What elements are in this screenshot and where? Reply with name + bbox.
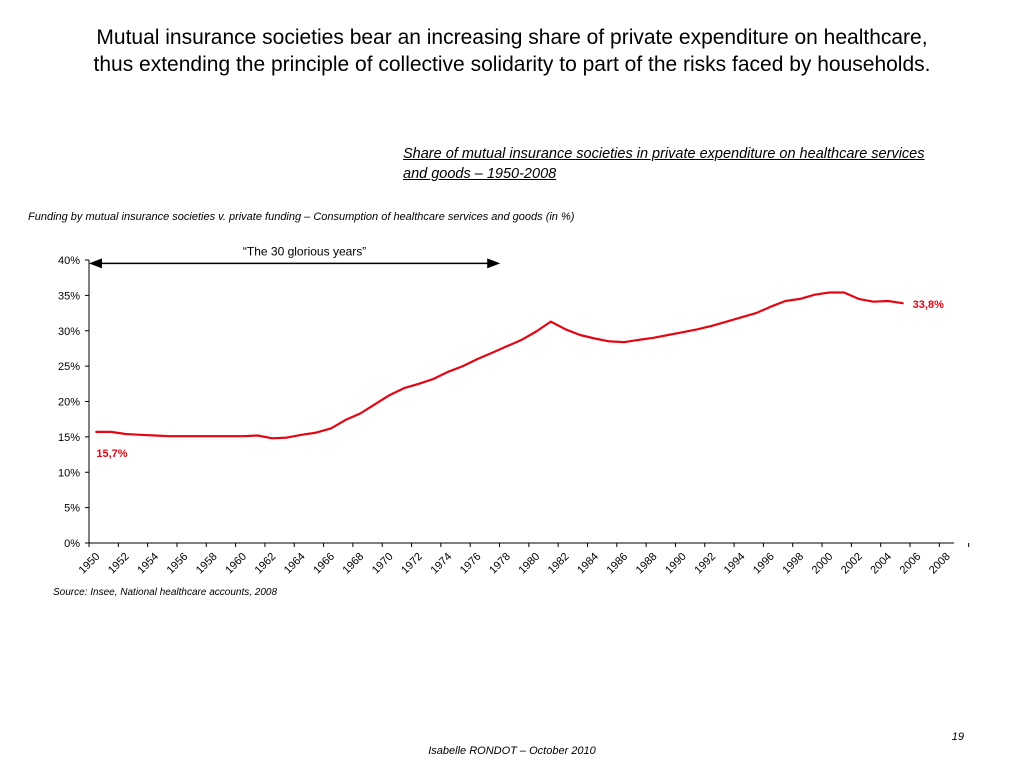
x-tick-label-1998: 1998	[780, 551, 806, 577]
x-tick-label-1952: 1952	[106, 551, 132, 577]
source-note: Source: Insee, National healthcare accou…	[53, 587, 278, 598]
slide-title-line-2: thus extending the principle of collecti…	[93, 53, 931, 76]
x-tick-label-1976: 1976	[458, 551, 484, 577]
x-tick-label-2000: 2000	[810, 551, 836, 577]
y-tick-label-35: 35%	[58, 290, 80, 302]
page-number: 19	[951, 731, 964, 743]
y-tick-label-5: 5%	[64, 503, 80, 515]
x-tick-label-1992: 1992	[692, 551, 718, 577]
x-tick-label-1968: 1968	[341, 551, 367, 577]
x-tick-label-1996: 1996	[751, 551, 777, 577]
slide-title: Mutual insurance societies bear an incre…	[20, 24, 1004, 78]
x-tick-label-1958: 1958	[194, 551, 220, 577]
annotation-label: “The 30 glorious years”	[243, 244, 366, 258]
y-tick-label-25: 25%	[58, 361, 80, 373]
y-tick-label-0: 0%	[64, 538, 80, 550]
x-tick-label-2002: 2002	[839, 551, 865, 577]
chart-subtitle-line-2: and goods – 1950-2008	[403, 166, 557, 182]
x-tick-label-1980: 1980	[516, 551, 542, 577]
series-line-0	[95, 291, 904, 440]
data-label-start: 15,7%	[96, 448, 127, 460]
x-tick-label-1978: 1978	[487, 551, 513, 577]
x-tick-label-2004: 2004	[868, 551, 894, 577]
x-tick-label-1974: 1974	[429, 551, 455, 577]
x-tick-label-1994: 1994	[722, 551, 748, 577]
y-tick-label-40: 40%	[58, 255, 80, 267]
footer-author: Isabelle RONDOT – October 2010	[428, 745, 596, 757]
x-tick-label-1964: 1964	[282, 551, 308, 577]
x-tick-label-1966: 1966	[311, 551, 337, 577]
slide-title-line-1: Mutual insurance societies bear an incre…	[96, 26, 928, 49]
x-tick-label-1972: 1972	[399, 551, 425, 577]
x-tick-label-1990: 1990	[663, 551, 689, 577]
x-tick-label-1986: 1986	[604, 551, 630, 577]
x-tick-label-2006: 2006	[898, 551, 924, 577]
y-tick-label-30: 30%	[58, 326, 80, 338]
x-tick-label-1984: 1984	[575, 551, 601, 577]
x-tick-label-1956: 1956	[165, 551, 191, 577]
x-tick-label-1970: 1970	[370, 551, 396, 577]
data-label-end: 33,8%	[913, 299, 944, 311]
y-tick-label-15: 15%	[58, 432, 80, 444]
x-tick-label-1960: 1960	[223, 551, 249, 577]
x-tick-label-1982: 1982	[546, 551, 572, 577]
x-tick-label-2008: 2008	[927, 551, 953, 577]
x-tick-label-1988: 1988	[634, 551, 660, 577]
chart-caption: Funding by mutual insurance societies v.…	[28, 211, 575, 223]
x-tick-label-1962: 1962	[253, 551, 279, 577]
x-tick-label-1954: 1954	[135, 551, 161, 577]
annotation-arrow-head-right	[487, 258, 501, 269]
chart-subtitle: Share of mutual insurance societies in p…	[403, 144, 1021, 184]
annotation-arrow-head-left	[89, 258, 102, 269]
chart-subtitle-line-1: Share of mutual insurance societies in p…	[403, 146, 925, 162]
y-tick-label-20: 20%	[58, 397, 80, 409]
x-tick-label-1950: 1950	[77, 551, 103, 577]
y-tick-label-10: 10%	[58, 467, 80, 479]
